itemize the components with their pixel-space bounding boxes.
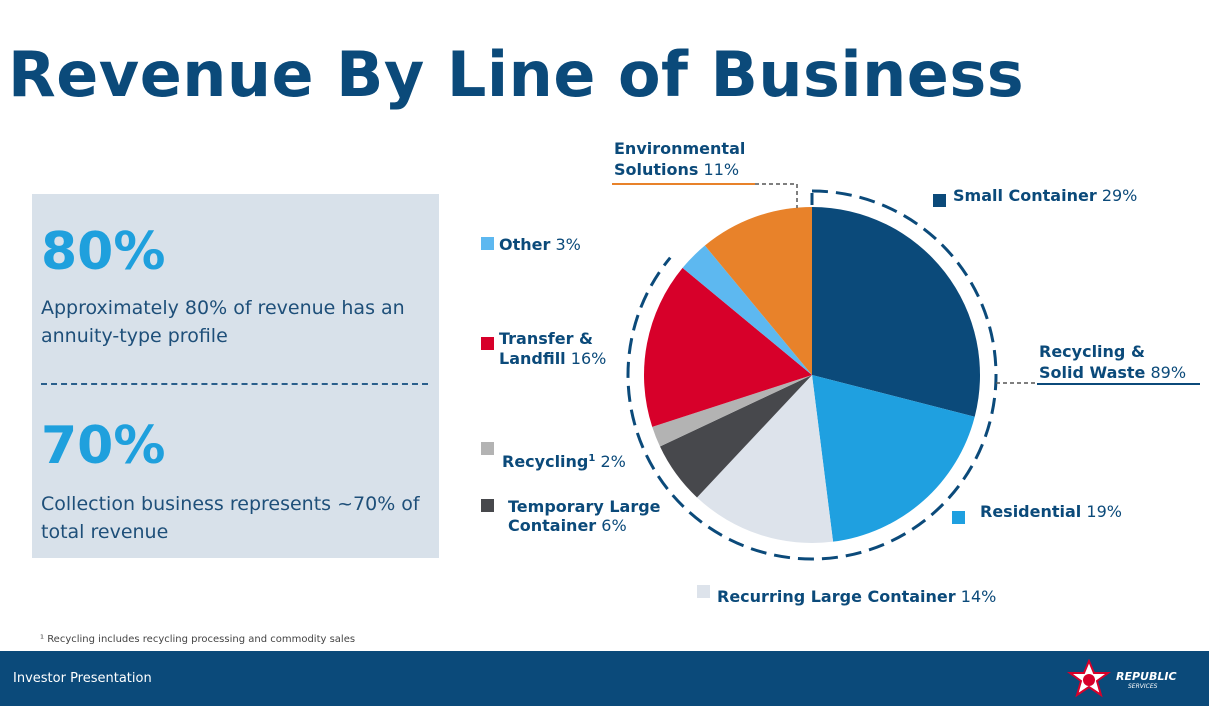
pie-slice-temporary-large-container (659, 375, 812, 498)
label-transfer-line2: Landfill 16% (499, 349, 606, 368)
legend-marker-small-container (933, 194, 946, 207)
republic-logo: REPUBLIC SERVICES (1066, 658, 1202, 699)
footer-bar: Investor Presentation REPUBLIC SERVICES (0, 651, 1209, 706)
republic-star-icon (1066, 658, 1112, 698)
pie-slice-recurring-large-container (696, 375, 834, 544)
logo-subtext: SERVICES (1128, 683, 1158, 690)
label-recurring-large-container: Recurring Large Container 14% (717, 587, 996, 606)
pie-slice-transfer-landfill (644, 267, 812, 427)
label-temporary-line1: Temporary Large (508, 497, 661, 516)
label-transfer-line1: Transfer & (499, 329, 593, 348)
label-temporary-line2: Container 6% (508, 516, 627, 535)
label-other: Other 3% (499, 235, 581, 254)
legend-marker-other (481, 237, 494, 250)
legend-marker-temporary (481, 499, 494, 512)
page-title: Revenue By Line of Business (8, 38, 1025, 111)
legend-marker-recycling (481, 442, 494, 455)
recycling-solid-waste-bracket (626, 189, 998, 561)
footnote: ¹ Recycling includes recycling processin… (40, 634, 356, 645)
footer-label: Investor Presentation (13, 671, 152, 686)
label-rsw-line1: Recycling & (1039, 342, 1145, 361)
label-rsw-line2: Solid Waste 89% (1039, 363, 1186, 382)
stat-divider (41, 383, 428, 385)
stat-value-collection: 70% (41, 416, 166, 476)
stat-value-annuity: 80% (41, 222, 166, 282)
key-stats-panel: 80% Approximately 80% of revenue has an … (32, 194, 439, 558)
pie-slice-residential (812, 375, 975, 542)
pie-slice-small-container (812, 207, 980, 417)
label-env-line1: Environmental (614, 139, 745, 158)
label-small-container: Small Container 29% (953, 186, 1137, 205)
legend-marker-transfer (481, 337, 494, 350)
label-residential: Residential 19% (980, 502, 1122, 521)
legend-marker-recurring (697, 585, 710, 598)
stat-desc-annuity: Approximately 80% of revenue has an annu… (41, 297, 405, 347)
pie-chart: Small Container 29% Residential 19% Recu… (481, 139, 1200, 606)
label-recycling: Recycling1 2% (502, 446, 626, 471)
pie-slice-recycling (652, 375, 812, 447)
pie-slices (644, 207, 980, 544)
legend-marker-residential (952, 511, 965, 524)
env-leader-line (755, 183, 798, 208)
pie-slice-environmental-solutions (704, 207, 812, 375)
label-env-line2: Solutions 11% (614, 160, 739, 179)
pie-slice-other (682, 245, 812, 375)
logo-text: REPUBLIC (1116, 670, 1177, 683)
stat-desc-collection: Collection business represents ~70% of t… (41, 493, 420, 543)
